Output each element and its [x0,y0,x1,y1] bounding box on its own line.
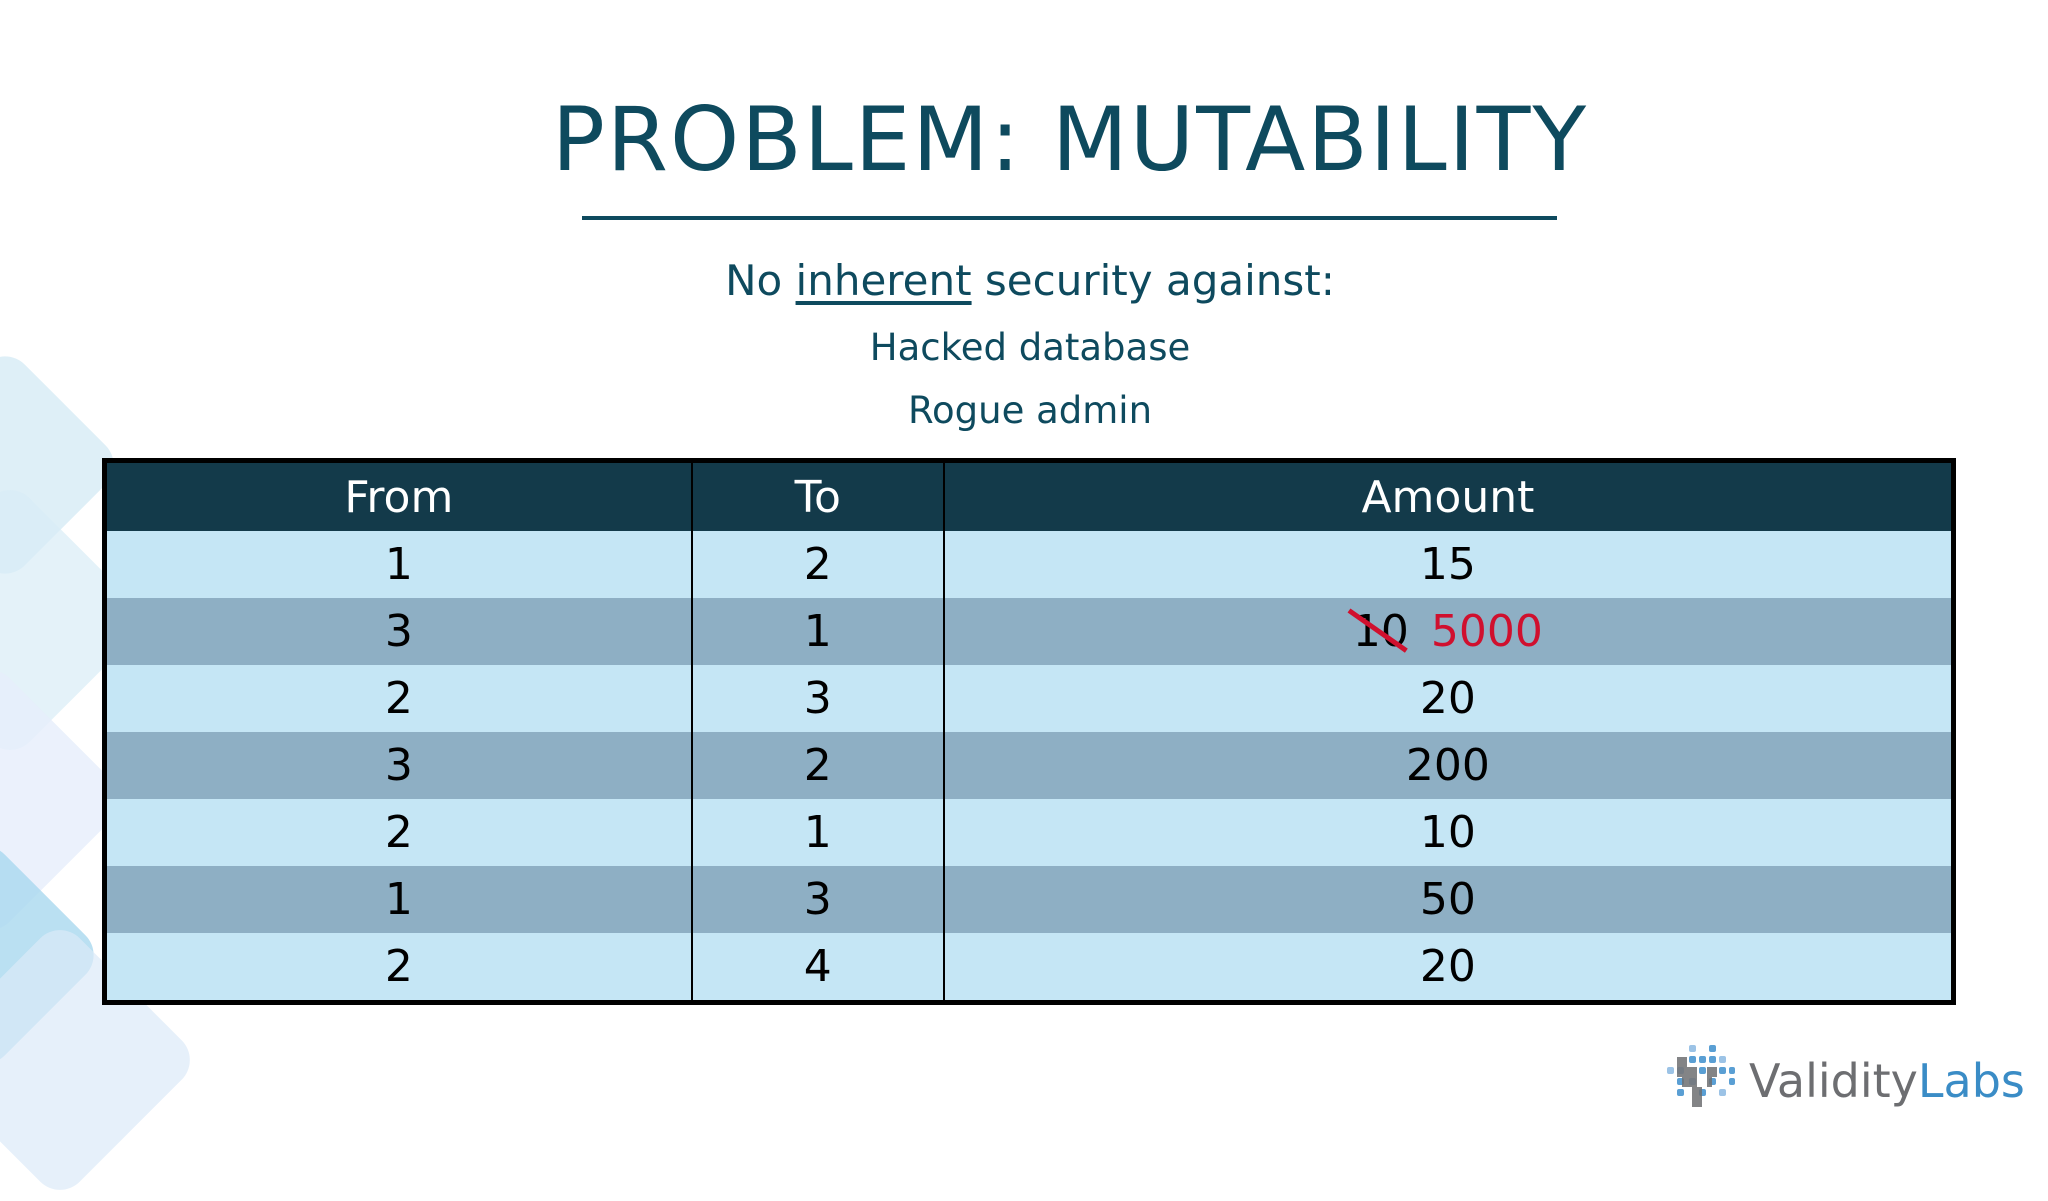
altered-amount: 5000 [1430,606,1543,657]
validitylabs-logo: ValidityLabs [1665,1045,2025,1117]
logo-text-validity: Validity [1749,1054,1918,1108]
table-row: 3 2 200 [104,732,1954,799]
transactions-table: From To Amount 1 2 15 3 1 10 5000 2 3 20 3 2 200 2 1 10… [102,458,1956,1005]
column-header-amount: Amount [942,460,1954,531]
cell-to: 1 [690,799,944,866]
table-row: 1 2 15 [104,531,1954,598]
cell-to: 2 [690,732,944,799]
cell-to: 3 [690,866,944,933]
table-row: 2 3 20 [104,665,1954,732]
table-header-row: From To Amount [104,460,1954,531]
struck-amount: 10 [1352,606,1409,657]
cell-from: 2 [104,933,692,1003]
cell-to: 3 [690,665,944,732]
cell-to: 1 [690,598,944,665]
cell-from: 1 [104,531,692,598]
logo-text-labs: Labs [1917,1054,2025,1108]
cell-from: 2 [104,665,692,732]
cell-amount: 10 5000 [942,598,1954,665]
column-header-from: From [104,460,692,531]
cell-amount: 15 [942,531,1954,598]
cell-from: 3 [104,598,692,665]
cell-from: 1 [104,866,692,933]
cell-amount: 200 [942,732,1954,799]
logo-icon [1667,1045,1735,1107]
cell-to: 4 [690,933,944,1003]
title-divider [582,216,1557,220]
logo-text: ValidityLabs [1749,1054,2025,1108]
slide-subtitle: No inherent security against: [0,256,2048,305]
slide-title: PROBLEM: MUTABILITY [551,88,1589,191]
subtitle-suffix: security against: [971,256,1335,305]
cell-amount: 20 [942,933,1954,1003]
cell-from: 2 [104,799,692,866]
table-row: 2 1 10 [104,799,1954,866]
cell-amount: 20 [942,665,1954,732]
cell-from: 3 [104,732,692,799]
cell-amount: 10 [942,799,1954,866]
subtitle-prefix: No [725,256,796,305]
cell-amount: 50 [942,866,1954,933]
threat-item: Hacked database [869,326,1191,369]
threat-item: Rogue admin [907,389,1153,432]
column-header-to: To [690,460,944,531]
table-row: 1 3 50 [104,866,1954,933]
cell-to: 2 [690,531,944,598]
subtitle-emphasis: inherent [795,256,972,305]
table-row: 3 1 10 5000 [104,598,1954,665]
table-row: 2 4 20 [104,933,1954,1003]
